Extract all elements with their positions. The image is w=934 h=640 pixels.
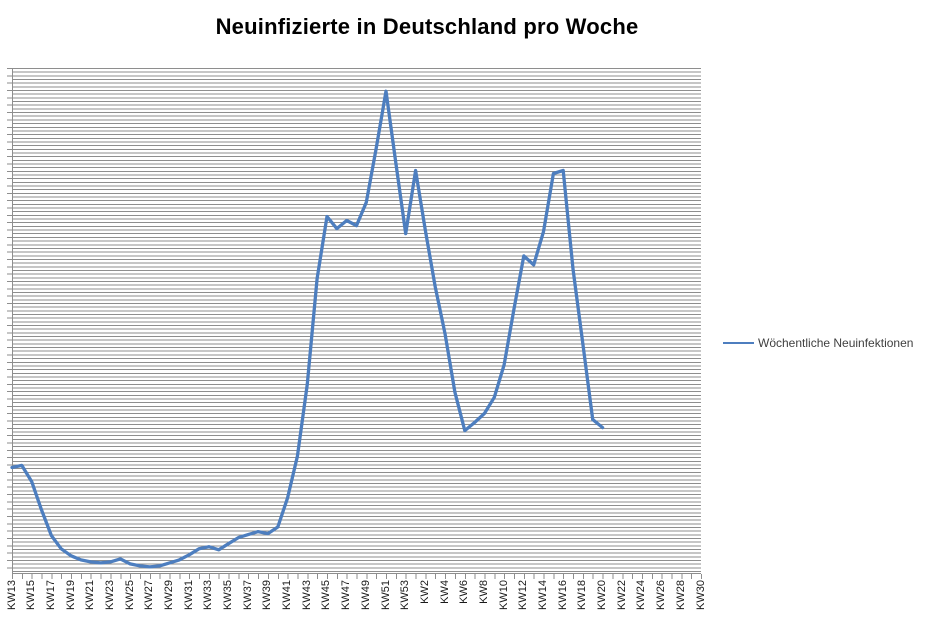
x-axis-label: KW45: [320, 580, 333, 610]
x-axis-label: KW19: [64, 580, 77, 610]
y-axis-ticks: [7, 68, 12, 574]
x-axis-label: KW24: [635, 580, 648, 610]
x-axis-label: KW21: [84, 580, 97, 610]
x-axis-label: KW14: [537, 580, 549, 610]
x-axis-label: KW35: [222, 580, 235, 610]
x-axis-label: KW17: [44, 580, 57, 610]
x-axis-label: KW16: [556, 580, 569, 610]
x-axis-label: KW6: [458, 580, 471, 604]
x-axis-label: KW20: [596, 580, 609, 610]
legend-line-sample: [723, 342, 754, 344]
x-axis-ticks: [12, 574, 702, 579]
chart-title: Neuinfizierte in Deutschland pro Woche: [215, 14, 639, 39]
x-axis-label: KW15: [25, 580, 38, 610]
x-axis-label: KW4: [438, 580, 451, 604]
x-axis-label: KW22: [615, 580, 628, 610]
x-axis-label: KW33: [202, 580, 215, 610]
legend: Wöchentliche Neuinfektionen: [723, 336, 913, 350]
x-axis-label: KW31: [182, 580, 195, 610]
x-axis-label: KW23: [103, 580, 116, 610]
x-axis-label: KW10: [497, 580, 510, 610]
x-axis-label: KW37: [241, 580, 254, 610]
x-axis-label: KW43: [300, 580, 313, 610]
x-axis-label: KW2: [418, 580, 431, 604]
x-axis-label: KW28: [674, 580, 687, 610]
legend-series-label: Wöchentliche Neuinfektionen: [758, 336, 914, 350]
x-axis-label: KW29: [162, 580, 175, 610]
x-axis-label: KW47: [340, 580, 353, 610]
x-axis-label: KW25: [123, 580, 136, 610]
x-axis-label: KW26: [655, 580, 668, 610]
plot-area-gridlines: [12, 68, 701, 574]
x-axis-label: KW18: [576, 580, 589, 610]
x-axis-label: KW51: [379, 580, 392, 610]
x-axis-label: KW27: [143, 580, 156, 610]
x-axis-label: KW30: [694, 580, 707, 610]
x-axis-label: KW41: [281, 580, 294, 610]
x-axis-label: KW53: [399, 580, 412, 610]
x-axis-label: KW49: [359, 580, 372, 610]
x-axis-label: KW8: [477, 580, 490, 604]
x-axis-label: KW13: [5, 580, 18, 610]
x-axis-label: KW39: [261, 580, 274, 610]
x-axis-label: KW12: [517, 580, 530, 610]
y-axis-line: [12, 68, 13, 578]
